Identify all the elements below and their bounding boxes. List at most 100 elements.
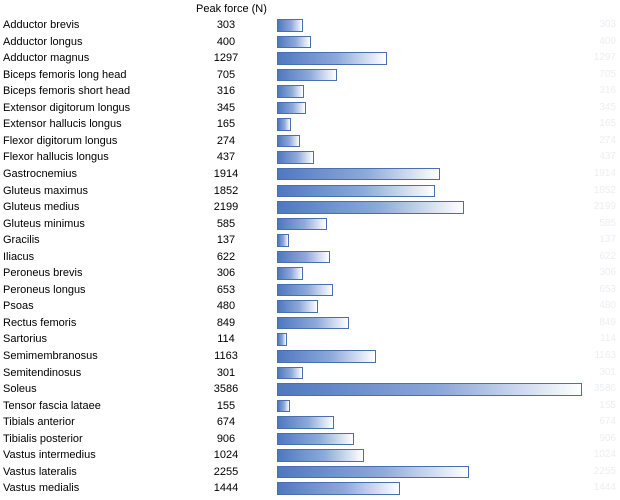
data-bar <box>277 52 388 65</box>
faint-value-label: 3586 <box>593 383 616 395</box>
faint-value-label: 137 <box>599 234 616 246</box>
peak-force-value: 303 <box>216 19 236 31</box>
peak-force-value: 274 <box>216 134 236 147</box>
table-row: Flexor digitorum longus 274 274 <box>0 133 620 150</box>
data-bar <box>277 300 318 313</box>
data-bar <box>277 167 440 181</box>
table-row: Gluteus maximus 1852 1852 <box>0 183 620 200</box>
faint-value-label: 1024 <box>593 449 616 461</box>
faint-value-label: 1444 <box>593 482 616 494</box>
muscle-name: Peroneus longus <box>3 283 86 296</box>
table-row: Vastus lateralis 2255 2255 <box>0 464 620 481</box>
faint-value-label: 155 <box>599 399 616 411</box>
peak-force-value: 1914 <box>213 167 239 180</box>
faint-value-label: 849 <box>599 316 616 328</box>
faint-value-label: 2199 <box>593 201 616 213</box>
table-row: Flexor hallucis longus 437 437 <box>0 149 620 166</box>
muscle-name: Sartorius <box>3 333 48 346</box>
data-bar <box>277 399 291 413</box>
peak-force-value: 316 <box>216 85 236 98</box>
data-bar <box>277 482 400 495</box>
faint-value-label: 2255 <box>593 465 616 477</box>
faint-value-label: 585 <box>599 217 616 229</box>
peak-force-value: 1163 <box>214 350 238 362</box>
data-bar <box>277 416 335 429</box>
muscle-name: Semitendinosus <box>3 366 82 379</box>
data-bar <box>277 85 304 98</box>
table-row: Biceps femoris long head 705 705 <box>0 67 620 84</box>
peak-force-value: 480 <box>216 300 236 313</box>
table-row: Semimembranosus 1163 1163 <box>0 348 620 365</box>
data-bar <box>277 316 350 330</box>
data-bar <box>277 118 292 131</box>
peak-force-value: 137 <box>216 234 236 247</box>
table-row: Peroneus longus 653 653 <box>0 282 620 299</box>
peak-force-value: 1297 <box>213 52 239 65</box>
table-row: Sartorius 114 114 <box>0 331 620 348</box>
muscle-name: Biceps femoris short head <box>3 85 131 98</box>
data-bar <box>277 101 307 115</box>
peak-force-value: 155 <box>216 399 236 412</box>
table-row: Tibialis posterior 906 906 <box>0 431 620 448</box>
peak-force-value: 585 <box>216 217 236 230</box>
data-bar <box>277 333 287 346</box>
table-row: Tensor fascia lataee 155 155 <box>0 398 620 415</box>
table-row: Iliacus 622 622 <box>0 249 620 266</box>
data-bar <box>277 267 304 280</box>
muscle-name: Psoas <box>3 300 34 313</box>
data-bar <box>277 19 303 32</box>
table-row: Extensor hallucis longus 165 165 <box>0 116 620 133</box>
muscle-name: Flexor digitorum longus <box>3 134 118 147</box>
muscle-name: Gastrocnemius <box>3 167 77 180</box>
peak-force-value: 849 <box>216 316 236 329</box>
peak-force-value: 437 <box>216 151 236 164</box>
table-row: Adductor brevis 303 303 <box>0 17 620 34</box>
table-row: Semitendinosus 301 301 <box>0 365 620 382</box>
peak-force-value: 400 <box>216 35 236 48</box>
data-bar <box>277 283 333 297</box>
peak-force-value: 2199 <box>213 201 239 214</box>
faint-value-label: 400 <box>599 35 616 47</box>
peak-force-value: 165 <box>216 118 236 131</box>
peak-force-value: 653 <box>216 283 236 296</box>
table-row: Gluteus medius 2199 2199 <box>0 199 620 216</box>
table-row: Gluteus minimus 585 585 <box>0 216 620 233</box>
faint-value-label: 1852 <box>593 184 616 196</box>
data-bar <box>277 383 582 396</box>
table-row: Gastrocnemius 1914 1914 <box>0 166 620 183</box>
table-row: Adductor longus 400 400 <box>0 34 620 51</box>
peak-force-value: 345 <box>216 101 236 114</box>
data-bar <box>277 432 355 446</box>
peak-force-value: 2255 <box>213 465 239 478</box>
faint-value-label: 1163 <box>594 350 616 361</box>
muscle-name: Tibials anterior <box>3 416 75 429</box>
peak-force-value: 306 <box>216 267 236 280</box>
muscle-name: Extensor hallucis longus <box>3 118 122 131</box>
table-row: Tibials anterior 674 674 <box>0 414 620 431</box>
data-bar <box>277 350 376 363</box>
peak-force-value: 906 <box>216 432 236 445</box>
faint-value-label: 705 <box>599 68 616 80</box>
table-row: Rectus femoris 849 849 <box>0 315 620 332</box>
peak-force-value: 114 <box>217 333 235 346</box>
muscle-name: Soleus <box>3 383 37 396</box>
data-bar <box>277 366 303 380</box>
faint-value-label: 165 <box>599 118 616 130</box>
faint-value-label: 306 <box>599 267 616 279</box>
faint-value-label: 316 <box>599 85 616 97</box>
table-row: Biceps femoris short head 316 316 <box>0 83 620 100</box>
muscle-name: Biceps femoris long head <box>3 68 127 81</box>
muscle-name: Vastus intermedius <box>3 449 96 462</box>
data-bar <box>277 217 327 231</box>
table-row: Peroneus brevis 306 306 <box>0 265 620 282</box>
muscle-name: Vastus lateralis <box>3 465 77 478</box>
peak-force-value: 1024 <box>213 449 239 462</box>
muscle-name: Adductor longus <box>3 35 83 48</box>
muscle-name: Tibialis posterior <box>3 432 83 445</box>
muscle-name: Gluteus medius <box>3 201 80 214</box>
faint-value-label: 622 <box>599 250 616 262</box>
muscle-name: Gracilis <box>3 234 40 247</box>
faint-value-label: 653 <box>599 283 616 295</box>
faint-value-label: 674 <box>599 416 616 428</box>
